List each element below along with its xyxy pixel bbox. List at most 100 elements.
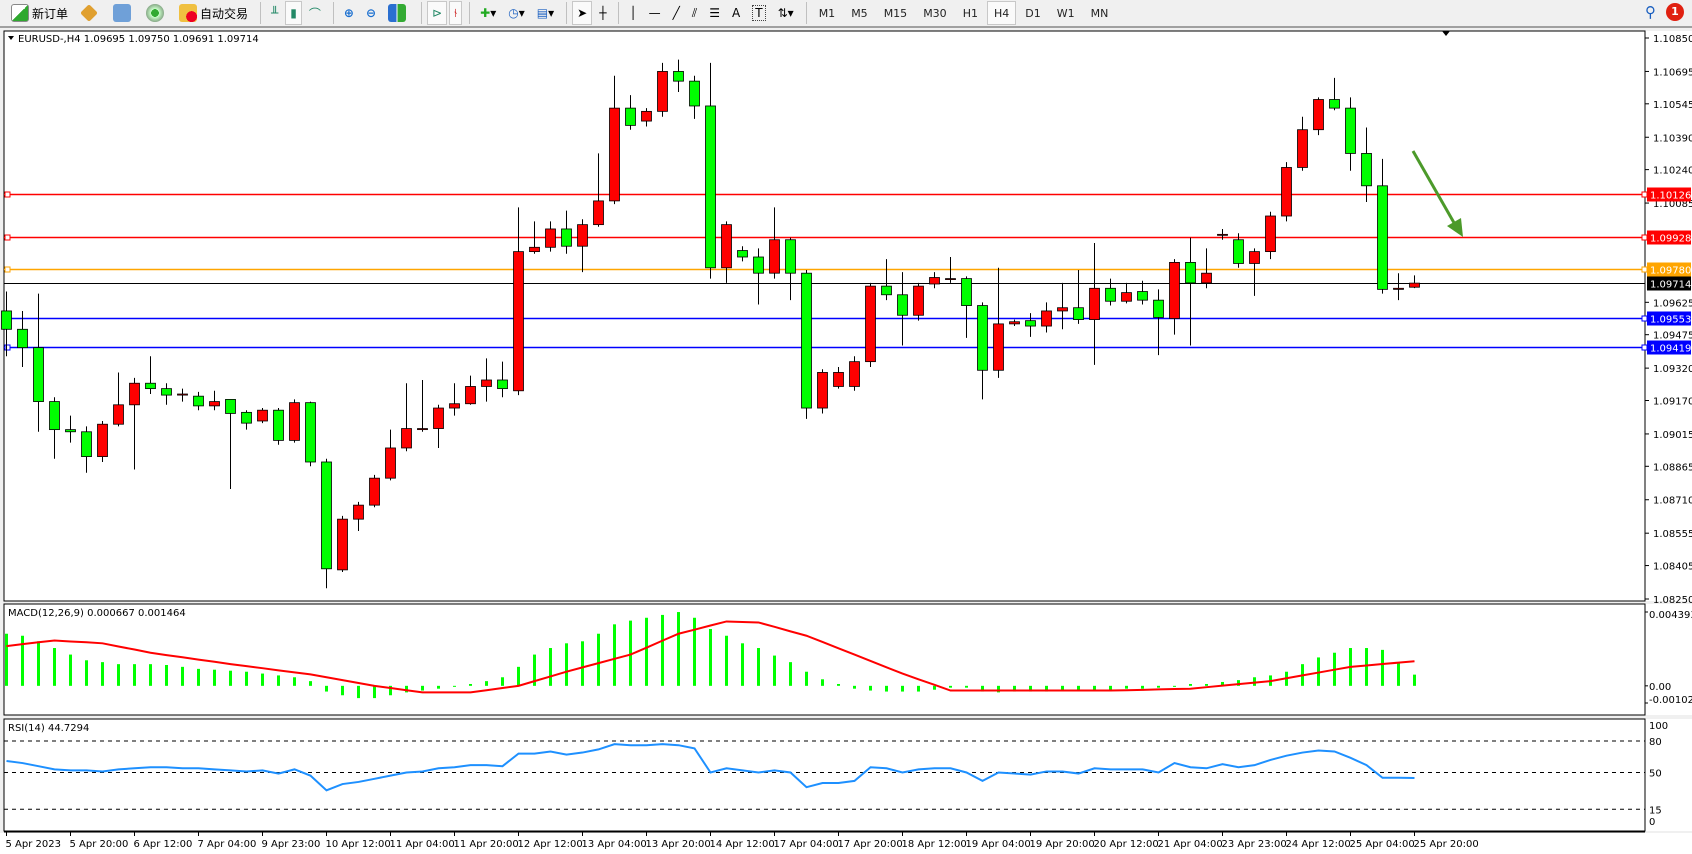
macd-bar (901, 685, 904, 692)
navigator-icon (113, 4, 132, 22)
auto-scroll-button[interactable]: ⊳ (427, 1, 448, 25)
separator (421, 2, 423, 24)
candle-body (49, 401, 60, 431)
candle (497, 361, 508, 398)
price-tick-label: 1.10240 (1653, 166, 1692, 177)
candle-body (1265, 215, 1276, 253)
candlestick-button[interactable]: ▮ (285, 1, 302, 25)
arrow-head-icon (1447, 218, 1463, 237)
horizontal-line-icon: — (648, 6, 661, 20)
market-watch-button[interactable] (75, 1, 106, 25)
crosshair-button[interactable]: ┼ (594, 1, 611, 25)
macd-bar (565, 643, 568, 686)
macd-bar (357, 685, 360, 699)
macd-label: MACD(12,26,9) 0.000667 0.001464 (8, 608, 186, 619)
candle (193, 391, 204, 411)
candle-body (529, 246, 540, 253)
time-label: 20 Apr 12:00 (1094, 839, 1159, 850)
macd-bar (1045, 685, 1048, 692)
templates-button[interactable]: ▤ ▾ (536, 6, 555, 20)
market-watch-icon (80, 4, 98, 22)
timeframe-w1[interactable]: W1 (1056, 6, 1075, 20)
chart-shift-button[interactable]: ⫮ (449, 1, 463, 25)
candle-body (481, 379, 492, 387)
macd-bar (1077, 685, 1080, 691)
rsi-tick-label: 100 (1649, 721, 1668, 732)
chart-window[interactable]: 1.10850 1.10695 1.10545 1.10390 1.10240 1.100… (0, 30, 1692, 854)
candle-body (465, 386, 476, 405)
candle (1137, 280, 1148, 305)
zoom-out-button[interactable]: ⊖ (361, 1, 381, 25)
timeframe-m15[interactable]: M15 (883, 6, 908, 20)
candle (977, 302, 988, 400)
candle (961, 276, 972, 338)
timeframe-mn[interactable]: MN (1090, 6, 1109, 20)
macd-bar (1061, 685, 1064, 691)
time-label: 5 Apr 20:00 (70, 839, 129, 850)
auto-trading-button[interactable]: 自动交易 (174, 1, 253, 25)
timeframe-h4[interactable]: H4 (986, 1, 1017, 25)
candle-body (1105, 287, 1116, 302)
indicators-button[interactable]: ✚ ▾ (480, 6, 497, 20)
time-label: 18 Apr 12:00 (902, 839, 967, 850)
cursor-button[interactable]: ➤ (572, 1, 593, 25)
candle-body (609, 107, 620, 202)
macd-tick-label: 0.00 (1649, 682, 1671, 693)
line-chart-button[interactable]: ⌒ (304, 1, 326, 25)
timeframe-m30[interactable]: M30 (923, 6, 947, 20)
candle (1393, 273, 1404, 301)
arrows-button[interactable]: ⇅ ▾ (777, 6, 794, 20)
search-icon[interactable]: ⚲ (1645, 3, 1656, 21)
arrows-icon: ⇅ (777, 6, 788, 20)
navigator-button[interactable] (108, 1, 139, 25)
candle-body (1121, 292, 1132, 302)
bar-chart-button[interactable]: ╨ (266, 1, 283, 25)
time-label: 11 Apr 04:00 (390, 839, 455, 850)
macd-bar (613, 624, 616, 686)
periods-button[interactable]: ◷ ▾ (508, 6, 525, 20)
candle-body (353, 504, 364, 520)
candle (705, 62, 716, 279)
fibo-levels-button[interactable]: ☰ (704, 1, 725, 25)
vertical-line-button[interactable]: │ (624, 1, 641, 25)
macd-bar (821, 679, 824, 686)
macd-bar (933, 685, 936, 690)
zoom-in-button[interactable]: ⊕ (339, 1, 359, 25)
candle (897, 272, 908, 346)
horizontal-line-button[interactable]: — (644, 1, 666, 25)
text-label-button[interactable]: T (747, 1, 770, 25)
timeframe-d1[interactable]: D1 (1025, 6, 1041, 20)
text-button[interactable]: A (727, 1, 745, 25)
macd-bar (117, 664, 120, 686)
candle-body (593, 200, 604, 226)
price-tag (1647, 311, 1691, 326)
timeframe-m5[interactable]: M5 (851, 6, 868, 20)
macd-bar (1397, 662, 1400, 686)
separator (805, 2, 807, 24)
macd-bar (1413, 674, 1416, 686)
candle (305, 401, 316, 467)
candle-body (1393, 287, 1404, 290)
price-tick-label: 1.10085 (1653, 199, 1692, 210)
candle (609, 75, 620, 205)
candle-body (1137, 291, 1148, 301)
zoom-out-icon: ⊖ (365, 6, 377, 20)
timeframe-m1[interactable]: M1 (818, 6, 836, 20)
candle (449, 383, 460, 416)
timeframe-h1[interactable]: H1 (962, 6, 978, 20)
candle (1361, 127, 1372, 202)
signals-button[interactable] (141, 1, 172, 25)
candle-body (1169, 261, 1180, 319)
new-order-button[interactable]: 新订单 (6, 1, 73, 25)
candle-body (1057, 307, 1068, 312)
notification-badge[interactable]: 1 (1666, 3, 1684, 21)
trendline-button[interactable]: ╱ (668, 1, 685, 25)
tile-windows-button[interactable] (383, 1, 414, 25)
macd-bar (133, 664, 136, 686)
macd-bar (485, 681, 488, 686)
candle-body (1217, 233, 1228, 236)
macd-bar (261, 673, 264, 686)
macd-bar (1381, 649, 1384, 686)
time-label: 13 Apr 20:00 (646, 839, 711, 850)
fibonacci-button[interactable]: ⫽ (687, 1, 702, 25)
